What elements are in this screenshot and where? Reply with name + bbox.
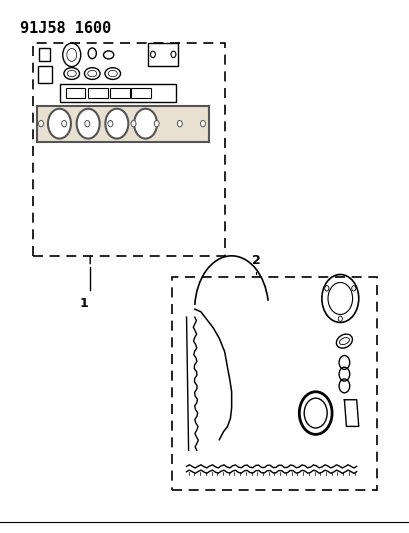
- Circle shape: [85, 120, 90, 127]
- FancyBboxPatch shape: [65, 88, 85, 98]
- FancyBboxPatch shape: [110, 88, 129, 98]
- Circle shape: [131, 120, 136, 127]
- Text: 1: 1: [79, 297, 88, 310]
- Circle shape: [61, 120, 66, 127]
- Circle shape: [38, 120, 43, 127]
- FancyBboxPatch shape: [88, 88, 108, 98]
- Circle shape: [134, 109, 157, 139]
- Circle shape: [76, 109, 99, 139]
- Circle shape: [108, 120, 112, 127]
- Circle shape: [105, 109, 128, 139]
- Text: 91J58 1600: 91J58 1600: [20, 21, 112, 36]
- Circle shape: [200, 120, 205, 127]
- FancyBboxPatch shape: [131, 88, 151, 98]
- FancyBboxPatch shape: [37, 106, 209, 142]
- Text: 2: 2: [251, 254, 260, 266]
- Circle shape: [177, 120, 182, 127]
- Circle shape: [48, 109, 71, 139]
- Circle shape: [154, 120, 159, 127]
